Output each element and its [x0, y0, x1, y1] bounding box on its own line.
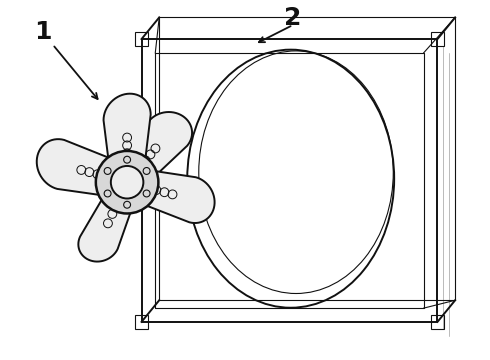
Circle shape	[111, 166, 144, 198]
Circle shape	[96, 151, 158, 213]
Text: 2: 2	[284, 6, 302, 30]
Polygon shape	[118, 168, 215, 223]
Text: 1: 1	[34, 20, 51, 44]
Polygon shape	[103, 94, 151, 192]
Polygon shape	[115, 112, 192, 192]
Polygon shape	[78, 174, 139, 262]
Polygon shape	[37, 139, 137, 198]
